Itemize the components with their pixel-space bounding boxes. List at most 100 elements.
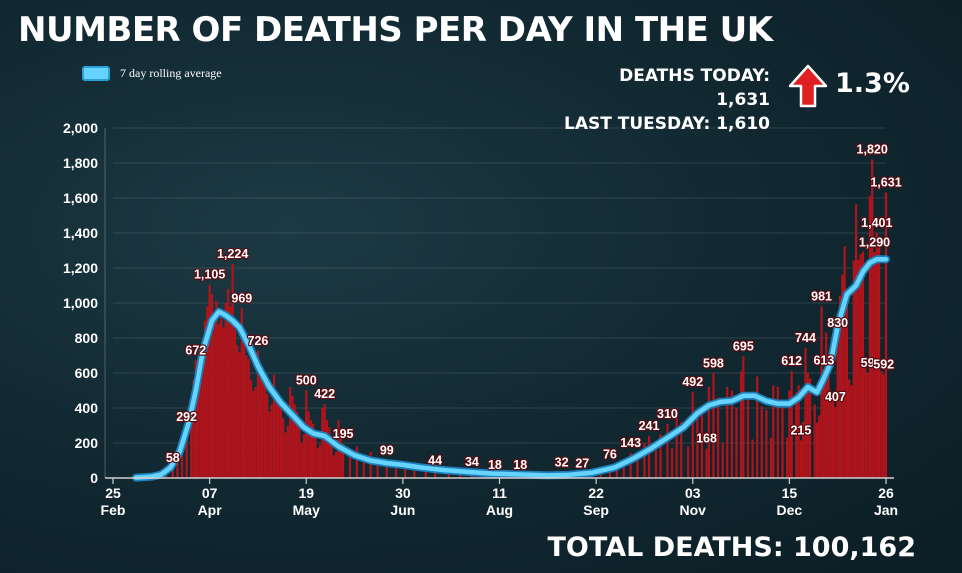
bar — [433, 470, 437, 478]
bar — [339, 429, 342, 478]
y-tick-label: 200 — [75, 435, 99, 451]
total-deaths: TOTAL DEATHS: 100,162 — [547, 532, 916, 563]
bar — [238, 352, 241, 478]
x-tick-day: 22 — [588, 485, 604, 501]
bar — [231, 263, 234, 478]
bar — [829, 400, 832, 478]
x-tick-month: Apr — [198, 502, 223, 518]
x-tick-month: Jun — [390, 502, 415, 518]
bar — [318, 444, 322, 478]
bar — [307, 411, 310, 478]
bar — [705, 448, 708, 478]
bar — [266, 394, 269, 478]
bar — [222, 327, 225, 478]
data-label: 215 — [790, 423, 811, 437]
chart-rolling-average — [132, 255, 890, 482]
bar — [818, 415, 821, 478]
data-label: 44 — [428, 453, 442, 467]
bar — [852, 260, 855, 478]
bar — [323, 404, 326, 478]
bar — [261, 380, 264, 478]
bar — [751, 439, 754, 478]
data-label: 32 — [555, 455, 569, 469]
bar — [229, 306, 232, 478]
bar — [215, 301, 218, 478]
data-label: 18 — [488, 458, 502, 472]
bar — [843, 246, 846, 478]
bar — [861, 251, 865, 478]
bar — [854, 204, 858, 479]
data-label: 1,224 — [217, 247, 248, 261]
bar — [875, 232, 878, 478]
bar — [643, 443, 646, 478]
data-label: 969 — [231, 291, 252, 305]
legend-label: 7 day rolling average — [120, 66, 222, 80]
data-label: 744 — [795, 331, 816, 345]
data-label: 726 — [248, 334, 269, 348]
y-tick-label: 400 — [75, 400, 99, 416]
x-tick-day: 19 — [298, 485, 314, 501]
data-label: 18 — [513, 458, 527, 472]
bar — [171, 467, 174, 478]
bar — [325, 420, 329, 478]
bar — [827, 370, 830, 478]
chart-legend: 7 day rolling average — [82, 66, 222, 81]
chart-title: NUMBER OF DEATHS PER DAY IN THE UK — [18, 10, 773, 50]
data-label: 59 — [861, 356, 875, 370]
bar — [249, 380, 253, 478]
bar — [790, 370, 793, 478]
y-tick-label: 800 — [75, 330, 99, 346]
bar — [459, 472, 462, 478]
bar — [716, 397, 720, 478]
last-tuesday: LAST TUESDAY: 1,610 — [564, 114, 770, 134]
data-label: 407 — [825, 390, 846, 404]
y-tick-label: 1,200 — [63, 260, 98, 276]
bar — [820, 306, 823, 478]
bar — [799, 440, 802, 478]
bar — [293, 404, 296, 478]
x-tick-month: May — [293, 502, 320, 518]
bar — [785, 437, 789, 478]
bar — [330, 437, 333, 478]
bar — [873, 252, 876, 478]
bar — [622, 467, 625, 478]
bar — [769, 437, 773, 478]
bar — [841, 274, 844, 478]
bar — [254, 387, 257, 478]
bar — [726, 387, 729, 478]
data-label: 422 — [314, 387, 335, 401]
bar — [721, 443, 724, 478]
bar — [362, 458, 365, 478]
bar — [804, 347, 807, 478]
bar — [850, 385, 853, 478]
bar — [321, 408, 324, 478]
bar — [199, 355, 202, 478]
bar — [654, 450, 658, 478]
bar — [882, 374, 885, 478]
bar — [730, 390, 733, 478]
bar — [864, 360, 867, 478]
x-tick-month: Aug — [486, 502, 513, 518]
bar — [680, 422, 683, 478]
data-label: 241 — [639, 419, 660, 433]
bar — [822, 370, 825, 478]
data-label: 500 — [296, 374, 317, 388]
chart-bars — [151, 159, 888, 479]
bar — [314, 434, 317, 478]
bar — [795, 392, 798, 478]
bar — [268, 411, 271, 478]
bar — [300, 443, 303, 478]
bar — [328, 427, 331, 478]
bar — [871, 159, 874, 478]
x-tick-month: Sep — [583, 502, 609, 518]
data-label: 613 — [813, 354, 834, 368]
data-label: 168 — [696, 432, 717, 446]
y-tick-label: 600 — [75, 365, 99, 381]
bar — [226, 289, 230, 478]
change-percent: 1.3% — [835, 68, 910, 99]
data-label: 981 — [811, 289, 832, 303]
bar — [880, 371, 883, 478]
bar — [176, 457, 179, 478]
bar — [236, 345, 239, 478]
